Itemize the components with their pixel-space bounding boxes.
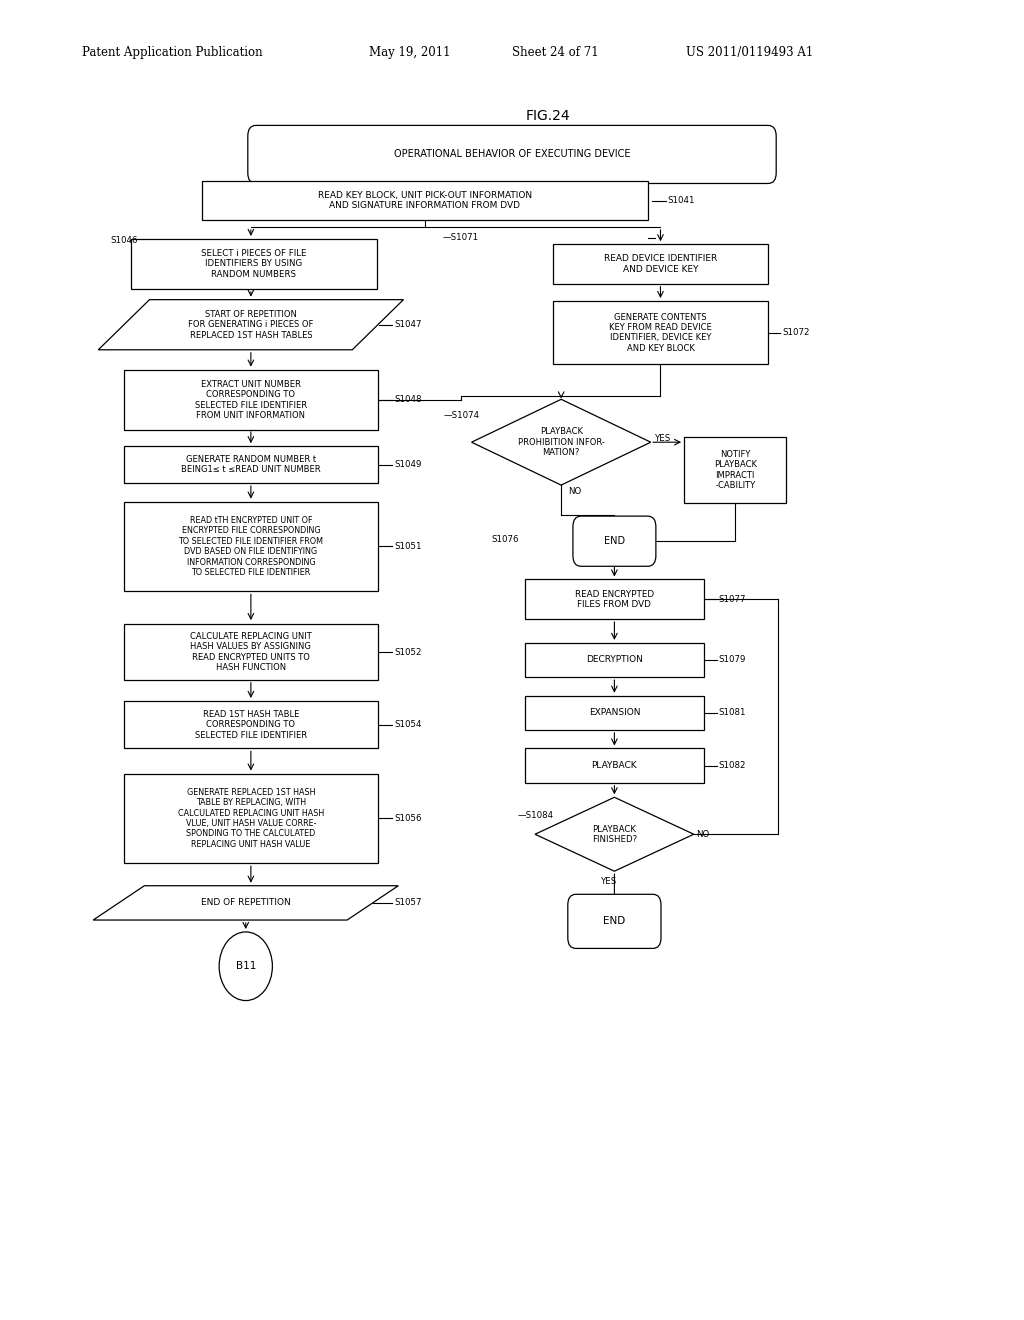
Polygon shape: [471, 399, 651, 484]
Polygon shape: [98, 300, 403, 350]
Polygon shape: [93, 886, 398, 920]
Text: READ KEY BLOCK, UNIT PICK-OUT INFORMATION
AND SIGNATURE INFORMATION FROM DVD: READ KEY BLOCK, UNIT PICK-OUT INFORMATIO…: [317, 191, 532, 210]
Text: —S1071: —S1071: [442, 234, 478, 242]
FancyBboxPatch shape: [124, 624, 378, 681]
Text: PLAYBACK: PLAYBACK: [592, 762, 637, 770]
Text: DECRYPTION: DECRYPTION: [586, 656, 643, 664]
FancyBboxPatch shape: [684, 437, 786, 503]
Text: SELECT i PIECES OF FILE
IDENTIFIERS BY USING
RANDOM NUMBERS: SELECT i PIECES OF FILE IDENTIFIERS BY U…: [201, 249, 307, 279]
Text: END: END: [603, 916, 626, 927]
Circle shape: [219, 932, 272, 1001]
Text: S1081: S1081: [719, 709, 746, 717]
Text: S1052: S1052: [394, 648, 422, 656]
Text: CALCULATE REPLACING UNIT
HASH VALUES BY ASSIGNING
READ ENCRYPTED UNITS TO
HASH F: CALCULATE REPLACING UNIT HASH VALUES BY …: [190, 632, 311, 672]
Text: May 19, 2011: May 19, 2011: [369, 46, 451, 59]
FancyBboxPatch shape: [567, 895, 662, 948]
Polygon shape: [535, 797, 694, 871]
Text: READ ENCRYPTED
FILES FROM DVD: READ ENCRYPTED FILES FROM DVD: [574, 590, 654, 609]
FancyBboxPatch shape: [553, 244, 768, 284]
Text: S1049: S1049: [394, 461, 422, 469]
Text: GENERATE RANDOM NUMBER t
BEING1≤ t ≤READ UNIT NUMBER: GENERATE RANDOM NUMBER t BEING1≤ t ≤READ…: [181, 455, 321, 474]
Text: S1047: S1047: [394, 321, 422, 329]
Text: OPERATIONAL BEHAVIOR OF EXECUTING DEVICE: OPERATIONAL BEHAVIOR OF EXECUTING DEVICE: [394, 149, 630, 160]
Text: GENERATE REPLACED 1ST HASH
TABLE BY REPLACING, WITH
CALCULATED REPLACING UNIT HA: GENERATE REPLACED 1ST HASH TABLE BY REPL…: [178, 788, 324, 849]
FancyBboxPatch shape: [124, 370, 378, 430]
Text: S1048: S1048: [394, 396, 422, 404]
Text: S1051: S1051: [394, 543, 422, 550]
FancyBboxPatch shape: [124, 446, 378, 483]
FancyBboxPatch shape: [524, 579, 705, 619]
Text: READ DEVICE IDENTIFIER
AND DEVICE KEY: READ DEVICE IDENTIFIER AND DEVICE KEY: [604, 255, 717, 273]
Text: —S1074: —S1074: [443, 412, 479, 420]
FancyBboxPatch shape: [524, 748, 705, 783]
Text: YES: YES: [655, 434, 672, 442]
Text: S1054: S1054: [394, 721, 422, 729]
Text: S1079: S1079: [719, 656, 746, 664]
Text: YES: YES: [601, 878, 617, 886]
Text: PLAYBACK
FINISHED?: PLAYBACK FINISHED?: [592, 825, 637, 843]
Text: GENERATE CONTENTS
KEY FROM READ DEVICE
IDENTIFIER, DEVICE KEY
AND KEY BLOCK: GENERATE CONTENTS KEY FROM READ DEVICE I…: [609, 313, 712, 352]
Text: —S1084: —S1084: [517, 812, 553, 820]
Text: Sheet 24 of 71: Sheet 24 of 71: [512, 46, 599, 59]
Text: B11: B11: [236, 961, 256, 972]
Text: S1041: S1041: [668, 197, 695, 205]
Text: END: END: [604, 536, 625, 546]
FancyBboxPatch shape: [248, 125, 776, 183]
Text: S1072: S1072: [782, 329, 810, 337]
Text: Patent Application Publication: Patent Application Publication: [82, 46, 262, 59]
Text: END OF REPETITION: END OF REPETITION: [201, 899, 291, 907]
Text: NO: NO: [568, 487, 582, 495]
Text: READ 1ST HASH TABLE
CORRESPONDING TO
SELECTED FILE IDENTIFIER: READ 1ST HASH TABLE CORRESPONDING TO SEL…: [195, 710, 307, 739]
Text: NO: NO: [696, 830, 710, 838]
FancyBboxPatch shape: [124, 774, 378, 863]
Text: US 2011/0119493 A1: US 2011/0119493 A1: [686, 46, 813, 59]
Text: PLAYBACK
PROHIBITION INFOR-
MATION?: PLAYBACK PROHIBITION INFOR- MATION?: [518, 428, 604, 457]
FancyBboxPatch shape: [131, 239, 377, 289]
Text: EXTRACT UNIT NUMBER
CORRESPONDING TO
SELECTED FILE IDENTIFIER
FROM UNIT INFORMAT: EXTRACT UNIT NUMBER CORRESPONDING TO SEL…: [195, 380, 307, 420]
FancyBboxPatch shape: [573, 516, 655, 566]
FancyBboxPatch shape: [524, 696, 705, 730]
FancyBboxPatch shape: [553, 301, 768, 364]
FancyBboxPatch shape: [524, 643, 705, 677]
Text: S1077: S1077: [719, 595, 746, 603]
Text: S1082: S1082: [719, 762, 746, 770]
Text: NOTIFY
PLAYBACK
IMPRACTI
-CABILITY: NOTIFY PLAYBACK IMPRACTI -CABILITY: [714, 450, 757, 490]
Text: FIG.24: FIG.24: [525, 110, 570, 123]
FancyBboxPatch shape: [202, 181, 647, 220]
Text: EXPANSION: EXPANSION: [589, 709, 640, 717]
Text: S1046: S1046: [111, 236, 138, 244]
Text: S1057: S1057: [394, 899, 422, 907]
Text: S1056: S1056: [394, 814, 422, 822]
Text: S1076: S1076: [492, 536, 519, 544]
FancyBboxPatch shape: [124, 502, 378, 591]
Text: START OF REPETITION
FOR GENERATING i PIECES OF
REPLACED 1ST HASH TABLES: START OF REPETITION FOR GENERATING i PIE…: [188, 310, 313, 339]
Text: READ tTH ENCRYPTED UNIT OF
ENCRYPTED FILE CORRESPONDING
TO SELECTED FILE IDENTIF: READ tTH ENCRYPTED UNIT OF ENCRYPTED FIL…: [178, 516, 324, 577]
FancyBboxPatch shape: [124, 701, 378, 748]
